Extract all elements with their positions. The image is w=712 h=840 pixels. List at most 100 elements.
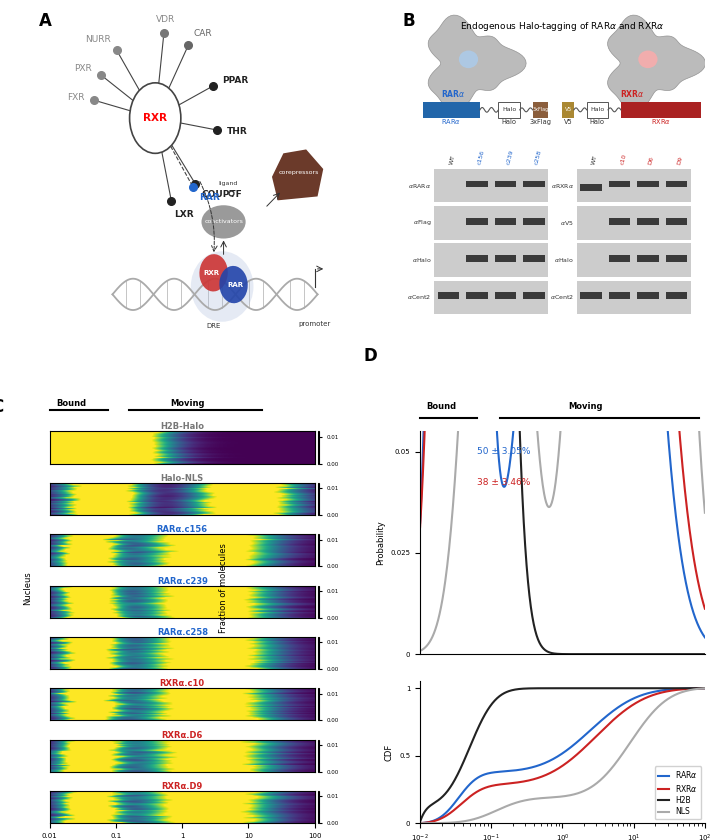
- Text: Halo: Halo: [590, 119, 605, 125]
- Text: $\alpha$RAR$\alpha$: $\alpha$RAR$\alpha$: [409, 181, 431, 190]
- Text: RAR: RAR: [199, 193, 220, 202]
- Text: 3xFlag: 3xFlag: [533, 108, 548, 113]
- Text: RAR$\alpha$: RAR$\alpha$: [441, 87, 466, 98]
- Text: RAR: RAR: [227, 281, 244, 287]
- Bar: [637, 292, 659, 299]
- Text: COUPTF: COUPTF: [202, 190, 243, 199]
- Text: 38 ± 3.46%: 38 ± 3.46%: [477, 478, 530, 487]
- Text: RXR: RXR: [143, 113, 167, 123]
- Text: 50 ± 3.05%: 50 ± 3.05%: [477, 447, 530, 456]
- Text: NURR: NURR: [85, 35, 110, 44]
- H2B: [625, 683, 634, 693]
- Title: RXRα.D9: RXRα.D9: [162, 782, 203, 791]
- Text: $\alpha$Flag: $\alpha$Flag: [413, 218, 431, 228]
- Text: FXR: FXR: [67, 92, 84, 102]
- Ellipse shape: [199, 255, 228, 291]
- Bar: [666, 181, 687, 187]
- Text: c10: c10: [619, 153, 627, 165]
- Y-axis label: CDF: CDF: [384, 743, 394, 761]
- Bar: [666, 292, 687, 299]
- Bar: [577, 207, 691, 239]
- Bar: [423, 102, 480, 118]
- Text: WT: WT: [591, 154, 598, 165]
- Bar: [577, 244, 691, 276]
- Title: RXRα.D6: RXRα.D6: [162, 731, 203, 740]
- Text: $\alpha$Halo: $\alpha$Halo: [412, 256, 431, 264]
- Bar: [434, 207, 548, 239]
- Text: coactivators: coactivators: [204, 219, 243, 224]
- Text: Halo: Halo: [501, 119, 517, 125]
- Ellipse shape: [201, 205, 246, 239]
- Bar: [495, 181, 516, 187]
- Title: RARα.c258: RARα.c258: [157, 627, 208, 637]
- Bar: [434, 169, 548, 202]
- NLS: [630, 732, 639, 742]
- Bar: [637, 218, 659, 224]
- Bar: [609, 218, 630, 224]
- Text: $\alpha$Cent2: $\alpha$Cent2: [407, 293, 431, 302]
- Bar: [580, 292, 602, 299]
- Ellipse shape: [191, 251, 253, 322]
- Text: RXR$\alpha$: RXR$\alpha$: [620, 87, 644, 98]
- Bar: [621, 102, 701, 118]
- RXR$\alpha$: [584, 739, 592, 749]
- Bar: [609, 255, 630, 262]
- Ellipse shape: [638, 50, 658, 68]
- Text: PXR: PXR: [75, 64, 93, 72]
- RXR$\alpha$: [545, 769, 553, 779]
- Text: V5: V5: [565, 108, 572, 113]
- Text: c239: c239: [506, 149, 514, 165]
- Bar: [523, 218, 545, 224]
- Bar: [562, 102, 574, 118]
- Text: A: A: [38, 13, 51, 30]
- Bar: [495, 255, 516, 262]
- NLS: [701, 683, 709, 693]
- NLS: [584, 784, 592, 794]
- Text: LXR: LXR: [174, 210, 194, 219]
- NLS: [606, 764, 614, 774]
- Bar: [495, 218, 516, 224]
- RAR$\alpha$: [606, 708, 614, 718]
- Bar: [587, 102, 608, 118]
- H2B: [466, 741, 475, 751]
- RAR$\alpha$: [630, 693, 639, 703]
- NLS: [545, 793, 553, 803]
- Text: Nucleus: Nucleus: [23, 571, 32, 605]
- Bar: [466, 218, 488, 224]
- Bar: [637, 181, 659, 187]
- H2B: [701, 683, 709, 693]
- Text: c258: c258: [534, 149, 543, 165]
- Bar: [434, 281, 548, 314]
- Y-axis label: Probability: Probability: [376, 521, 384, 565]
- Text: c156: c156: [477, 150, 486, 165]
- Text: Fraction of molecules: Fraction of molecules: [219, 543, 229, 633]
- Text: $\alpha$V5: $\alpha$V5: [560, 219, 574, 227]
- Bar: [466, 292, 488, 299]
- Bar: [466, 255, 488, 262]
- Text: $\alpha$Cent2: $\alpha$Cent2: [550, 293, 574, 302]
- Text: WT: WT: [449, 154, 456, 165]
- Title: H2B-Halo: H2B-Halo: [160, 423, 204, 432]
- NLS: [416, 818, 424, 828]
- Text: Endogenous Halo-tagging of RAR$\alpha$ and RXR$\alpha$: Endogenous Halo-tagging of RAR$\alpha$ a…: [460, 20, 665, 33]
- RAR$\alpha$: [584, 727, 592, 738]
- Text: D: D: [363, 347, 377, 365]
- Bar: [495, 292, 516, 299]
- Text: Bound: Bound: [426, 402, 456, 412]
- Bar: [438, 292, 459, 299]
- Text: Halo: Halo: [590, 108, 604, 113]
- Title: RARα.c156: RARα.c156: [157, 525, 208, 534]
- Bar: [523, 255, 545, 262]
- NLS: [466, 815, 475, 825]
- Line: RXR$\alpha$: RXR$\alpha$: [420, 688, 705, 823]
- RAR$\alpha$: [489, 768, 498, 778]
- RXR$\alpha$: [630, 699, 639, 709]
- RXR$\alpha$: [606, 717, 614, 727]
- Legend: RAR$\alpha$, RXR$\alpha$, H2B, NLS: RAR$\alpha$, RXR$\alpha$, H2B, NLS: [654, 766, 701, 819]
- Text: ligand: ligand: [218, 181, 238, 186]
- Text: V5: V5: [564, 119, 572, 125]
- Bar: [577, 281, 691, 314]
- Ellipse shape: [219, 266, 248, 303]
- Text: 3xFlag: 3xFlag: [530, 119, 551, 125]
- RXR$\alpha$: [701, 683, 709, 693]
